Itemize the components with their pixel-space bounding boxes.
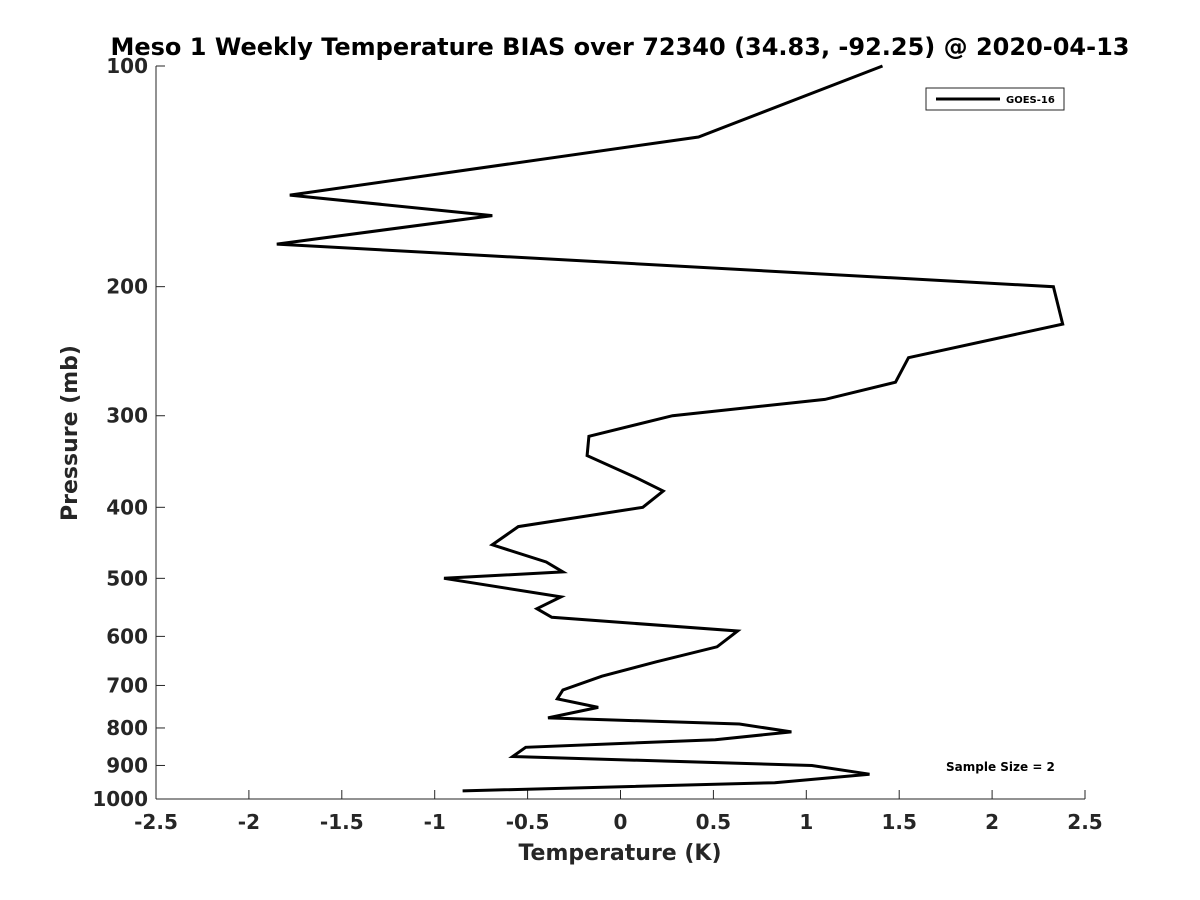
chart-title: Meso 1 Weekly Temperature BIAS over 7234… bbox=[110, 33, 1129, 61]
legend: GOES-16 bbox=[925, 87, 1065, 111]
y-axis-ticks: 100 200 300 400 500 600 700 800 900 1000 bbox=[92, 54, 165, 811]
series-line-goes-16 bbox=[276, 64, 1065, 793]
x-tick-label: 0 bbox=[614, 810, 628, 834]
x-tick-label: -1 bbox=[424, 810, 446, 834]
x-tick-label: 2.5 bbox=[1067, 810, 1102, 834]
y-tick-label: 100 bbox=[106, 54, 148, 78]
x-tick-label: -2 bbox=[238, 810, 260, 834]
series-layer bbox=[276, 64, 1065, 793]
y-tick-label: 600 bbox=[106, 624, 148, 648]
x-tick-label: 1 bbox=[799, 810, 813, 834]
y-tick-label: 300 bbox=[106, 404, 148, 428]
x-tick-label: -1.5 bbox=[320, 810, 364, 834]
y-tick-label: 400 bbox=[106, 495, 148, 519]
x-tick-label: 0.5 bbox=[696, 810, 731, 834]
x-tick-label: 2 bbox=[985, 810, 999, 834]
y-tick-label: 900 bbox=[106, 753, 148, 777]
legend-label-goes-16: GOES-16 bbox=[1006, 95, 1055, 106]
y-tick-label: 1000 bbox=[92, 787, 148, 811]
x-axis-label: Temperature (K) bbox=[518, 841, 721, 866]
x-tick-label: -2.5 bbox=[134, 810, 178, 834]
y-tick-label: 200 bbox=[106, 275, 148, 299]
sample-size-annotation: Sample Size = 2 bbox=[946, 760, 1055, 774]
x-tick-label: -0.5 bbox=[506, 810, 550, 834]
y-tick-label: 500 bbox=[106, 566, 148, 590]
y-axis-label: Pressure (mb) bbox=[58, 345, 83, 521]
y-tick-label: 800 bbox=[106, 716, 148, 740]
x-tick-label: 1.5 bbox=[881, 810, 916, 834]
y-tick-label: 700 bbox=[106, 673, 148, 697]
plot-frame bbox=[155, 66, 1085, 800]
x-axis-ticks: -2.5 -2 -1.5 -1 -0.5 0 0.5 1 1.5 2 2.5 bbox=[134, 790, 1103, 834]
